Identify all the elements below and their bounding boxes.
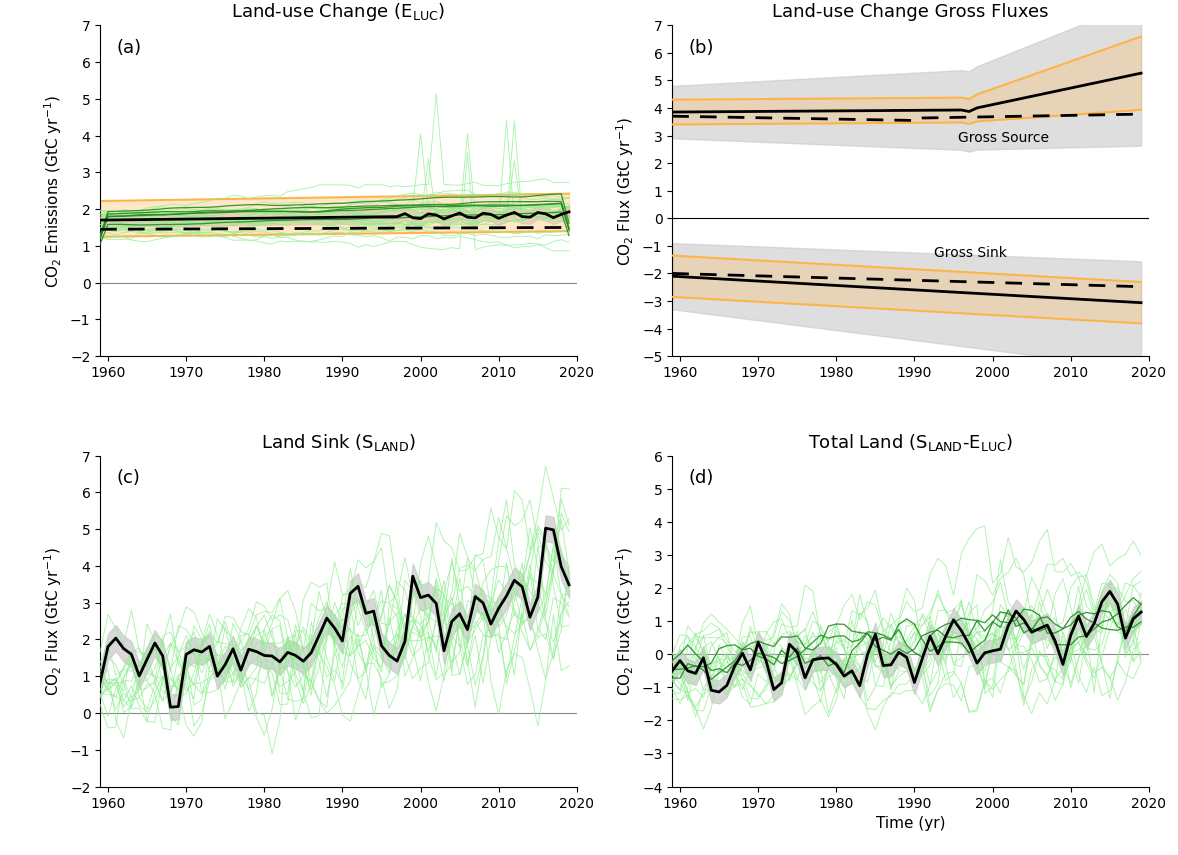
Y-axis label: CO$_2$ Emissions (GtC yr$^{-1}$): CO$_2$ Emissions (GtC yr$^{-1}$) [42,95,65,287]
Y-axis label: CO$_2$ Flux (GtC yr$^{-1}$): CO$_2$ Flux (GtC yr$^{-1}$) [615,116,636,266]
Text: (b): (b) [689,38,714,57]
Y-axis label: CO$_2$ Flux (GtC yr$^{-1}$): CO$_2$ Flux (GtC yr$^{-1}$) [42,546,65,696]
Y-axis label: CO$_2$ Flux (GtC yr$^{-1}$): CO$_2$ Flux (GtC yr$^{-1}$) [615,546,636,696]
Text: (a): (a) [117,38,141,57]
Text: Gross Sink: Gross Sink [934,246,1007,260]
Text: (c): (c) [117,469,140,487]
Title: Land-use Change (E$_{\mathrm{LUC}}$): Land-use Change (E$_{\mathrm{LUC}}$) [231,2,445,23]
X-axis label: Time (yr): Time (yr) [875,816,945,831]
Title: Land-use Change Gross Fluxes: Land-use Change Gross Fluxes [772,3,1048,21]
Text: Gross Source: Gross Source [958,131,1048,144]
Title: Land Sink (S$_{\mathrm{LAND}}$): Land Sink (S$_{\mathrm{LAND}}$) [262,432,416,452]
Title: Total Land (S$_{\mathrm{LAND}}$-E$_{\mathrm{LUC}}$): Total Land (S$_{\mathrm{LAND}}$-E$_{\mat… [808,432,1013,452]
Text: (d): (d) [689,469,714,487]
